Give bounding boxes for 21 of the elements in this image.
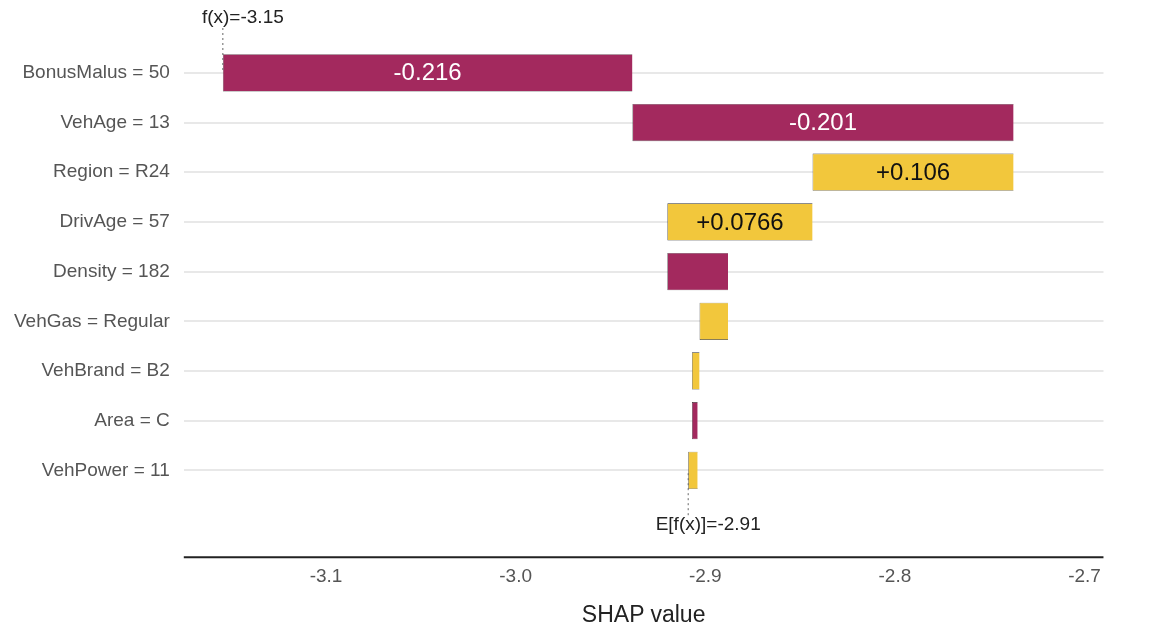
x-tick-label: -3.0 [499, 564, 533, 586]
y-tick-label: VehPower = 11 [41, 458, 170, 480]
annotation: E[f(x)]=-2.91 [655, 513, 761, 535]
x-tick-label: -3.1 [309, 564, 343, 586]
y-tick-label: Area = C [94, 408, 170, 430]
y-tick-label: VehGas = Regular [14, 309, 171, 331]
data-label: -0.216 [393, 58, 462, 86]
x-axis-title: SHAP value [581, 600, 706, 627]
data-label: -0.201 [788, 108, 858, 136]
data-label: +0.106 [876, 157, 951, 185]
x-tick-label: -2.7 [1068, 564, 1101, 586]
y-tick-label: DrivAge = 57 [59, 210, 170, 232]
x-tick-label: -2.8 [878, 564, 912, 586]
y-tick-label: BonusMalus = 50 [22, 61, 170, 83]
data-label: +0.0766 [696, 207, 784, 235]
x-tick-label: -2.9 [688, 564, 722, 586]
y-tick-label: VehAge = 13 [60, 110, 170, 132]
y-tick-label: VehBrand = B2 [41, 359, 170, 381]
annotation: f(x)=-3.15 [201, 6, 284, 28]
y-tick-label: Density = 182 [53, 259, 170, 281]
y-tick-label: Region = R24 [53, 160, 171, 182]
